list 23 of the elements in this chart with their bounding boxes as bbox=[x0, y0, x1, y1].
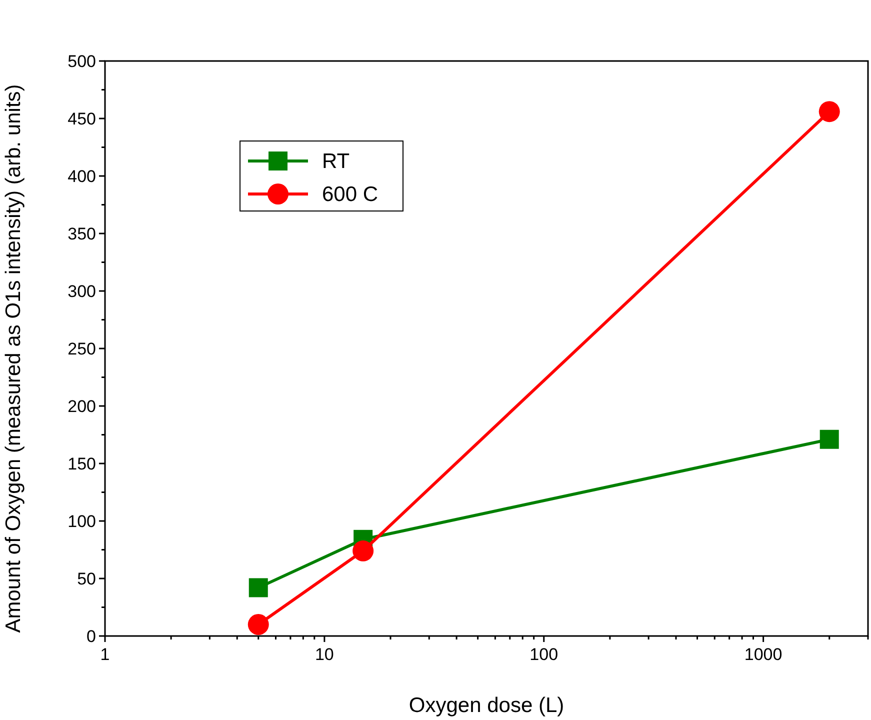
legend-label: 600 C bbox=[322, 183, 378, 206]
point bbox=[820, 430, 839, 449]
point bbox=[248, 614, 269, 635]
y-tick-label: 500 bbox=[68, 52, 96, 71]
y-tick-label: 200 bbox=[68, 397, 96, 416]
y-tick-label: 250 bbox=[68, 340, 96, 358]
y-axis-title: Amount of Oxygen (measured as O1s intensity) (arb. units) bbox=[2, 84, 25, 633]
y-tick-label: 400 bbox=[68, 167, 96, 186]
y-tick-label: 100 bbox=[68, 512, 96, 531]
x-tick-label: 10 bbox=[314, 645, 334, 664]
point bbox=[248, 578, 268, 598]
x-tick-label: 1 bbox=[100, 645, 110, 664]
x-axis-title: Oxygen dose (L) bbox=[408, 694, 564, 717]
x-tick-label: 100 bbox=[530, 645, 558, 664]
y-tick-label: 150 bbox=[68, 454, 96, 474]
y-tick-label: 50 bbox=[77, 570, 96, 588]
x-tick-label: 1000 bbox=[744, 645, 782, 664]
point bbox=[818, 101, 840, 122]
legend-label: RT bbox=[322, 150, 350, 173]
y-tick-label: 0 bbox=[86, 627, 96, 646]
y-tick-label: 300 bbox=[68, 282, 96, 301]
y-tick-label: 350 bbox=[68, 224, 96, 244]
y-tick-label: 450 bbox=[68, 110, 96, 128]
